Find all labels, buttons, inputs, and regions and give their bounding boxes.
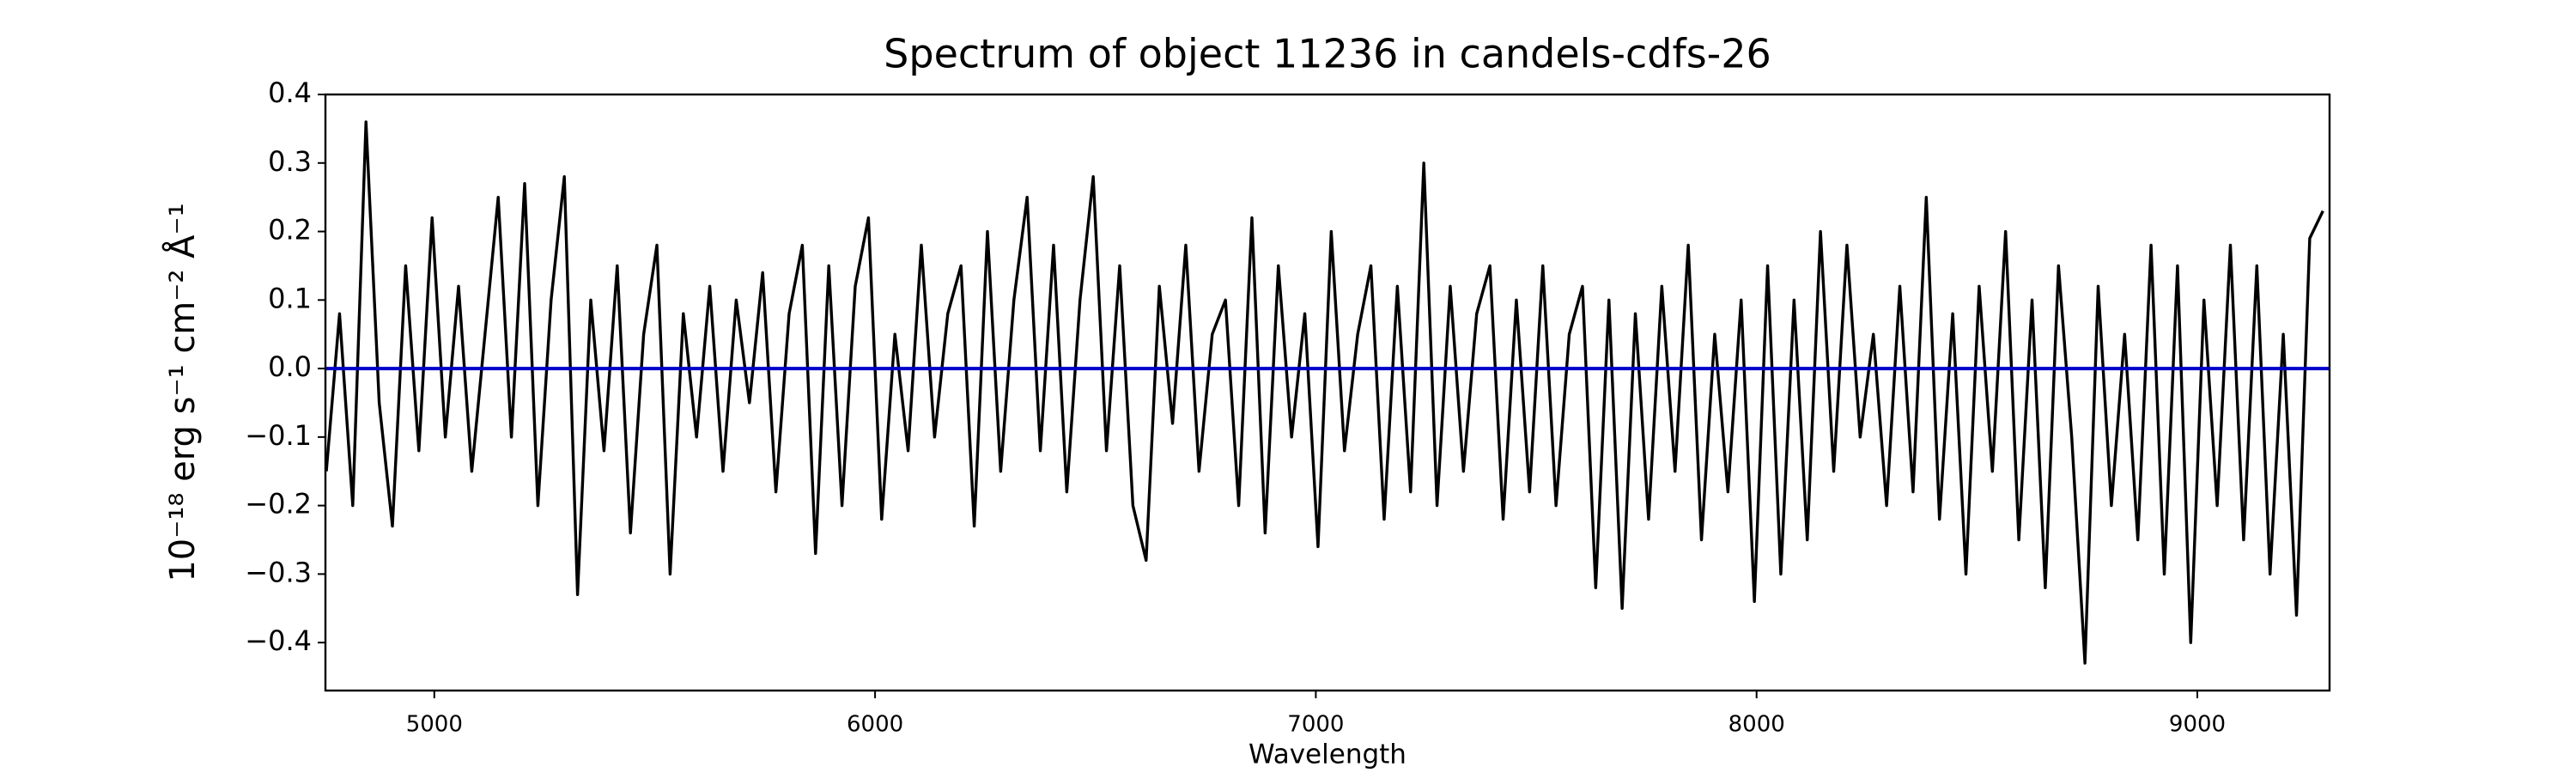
y-tick-label: −0.2 xyxy=(245,488,312,520)
spectrum-line xyxy=(325,120,2324,665)
x-tick-label: 6000 xyxy=(847,712,903,738)
y-tick-label: −0.1 xyxy=(245,419,312,452)
plot-frame xyxy=(324,93,2331,692)
y-tick-label: −0.3 xyxy=(245,556,312,588)
y-tick-label: −0.4 xyxy=(245,624,312,657)
x-tick-label: 8000 xyxy=(1728,712,1785,738)
y-tick-label: 0.2 xyxy=(268,214,312,247)
y-tick-label: 0.4 xyxy=(268,76,312,109)
y-tick-label: 0.3 xyxy=(268,145,312,178)
y-tick-label: 0.0 xyxy=(268,350,312,383)
y-tick-label: 0.1 xyxy=(268,282,312,314)
x-tick-label: 7000 xyxy=(1287,712,1344,738)
x-tick-label: 9000 xyxy=(2169,712,2226,738)
chart-title: Spectrum of object 11236 in candels-cdfs… xyxy=(884,31,1771,77)
x-tick-label: 5000 xyxy=(406,712,463,738)
y-axis-label: 10⁻¹⁸ erg s⁻¹ cm⁻² Å⁻¹ xyxy=(161,203,203,581)
x-axis-label: Wavelength xyxy=(1249,740,1406,770)
